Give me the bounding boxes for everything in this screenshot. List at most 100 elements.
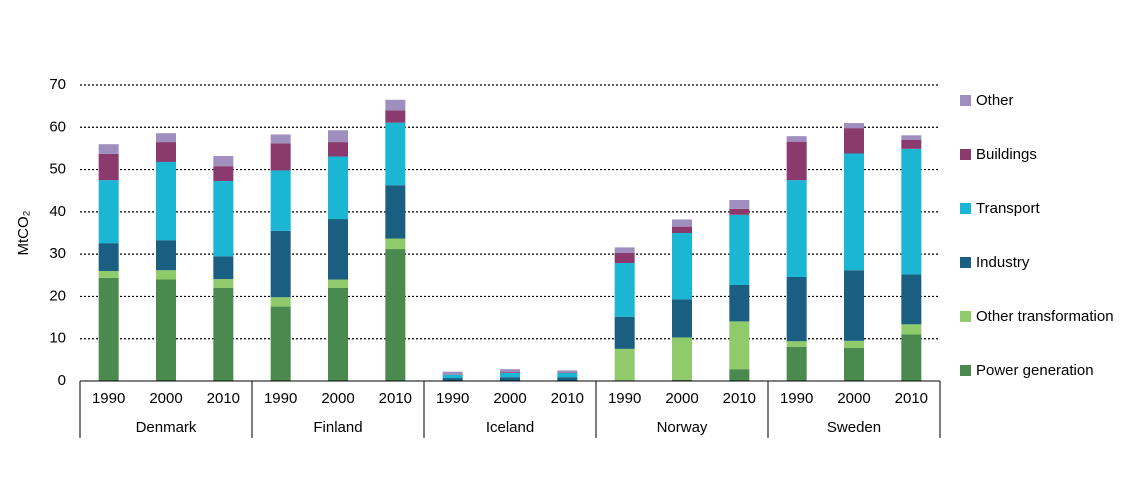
x-tick-label: 1990 xyxy=(92,390,125,407)
group-label: Norway xyxy=(657,419,708,436)
bar-segment xyxy=(901,135,922,140)
bar-segment xyxy=(98,144,119,154)
bar-segment xyxy=(844,270,864,341)
bar-segment xyxy=(213,256,234,280)
x-tick-label: 2000 xyxy=(149,390,182,407)
x-tick-label: 2010 xyxy=(379,390,412,407)
x-tick-label: 2000 xyxy=(837,390,870,407)
legend-label: Industry xyxy=(976,254,1030,271)
y-tick-label: 70 xyxy=(49,76,66,93)
bar-segment xyxy=(385,185,406,239)
bar-segment xyxy=(270,134,291,144)
bar-segment xyxy=(270,297,291,307)
bar-segment xyxy=(729,285,750,322)
bar-segment xyxy=(270,306,291,381)
bar-segment xyxy=(729,321,750,370)
bar-segment xyxy=(270,230,291,298)
bar-segment xyxy=(786,180,807,277)
bar-segment xyxy=(328,219,348,280)
bar-segment xyxy=(729,214,750,286)
bar-segment xyxy=(844,348,864,381)
legend-swatch xyxy=(960,95,971,106)
bar-segment xyxy=(98,277,119,381)
bar-segment xyxy=(901,334,922,381)
bar-segment xyxy=(98,243,119,272)
bar-segment xyxy=(901,324,922,335)
legend-swatch xyxy=(960,203,971,214)
bar-segment xyxy=(672,226,692,233)
legend-label: Other xyxy=(976,92,1014,109)
bar-segment xyxy=(844,123,864,129)
bar-segment xyxy=(844,340,864,349)
bar-segment xyxy=(328,287,348,381)
x-tick-label: 2000 xyxy=(493,390,526,407)
group-label: Denmark xyxy=(136,419,197,436)
y-tick-label: 10 xyxy=(49,330,66,347)
x-tick-label: 1990 xyxy=(436,390,469,407)
bar-segment xyxy=(786,276,807,342)
bar-segment xyxy=(786,136,807,142)
bar-segment xyxy=(500,369,520,373)
bar-segment xyxy=(385,238,406,250)
bar-segment xyxy=(213,287,234,381)
bar-segment xyxy=(672,219,692,227)
bar-segment xyxy=(614,247,635,253)
bar-segment xyxy=(156,142,176,162)
bar-segment xyxy=(98,153,119,181)
legend-swatch xyxy=(960,311,971,322)
bar-segment xyxy=(729,200,750,209)
bar-segment xyxy=(614,252,635,264)
bar-segment xyxy=(500,372,520,373)
y-tick-label: 20 xyxy=(49,287,66,304)
group-label: Finland xyxy=(313,419,362,436)
bar-segment xyxy=(500,377,520,381)
bar-segment xyxy=(844,153,864,271)
legend-label: Buildings xyxy=(976,146,1037,163)
bar-segment xyxy=(614,348,635,381)
bar-segment xyxy=(557,372,578,378)
bar-segment xyxy=(98,180,119,244)
bar-segment xyxy=(672,233,692,300)
x-tick-label: 2010 xyxy=(551,390,584,407)
legend-swatch xyxy=(960,257,971,268)
bar-segment xyxy=(614,263,635,317)
bar-segment xyxy=(328,130,348,143)
y-tick-label: 30 xyxy=(49,245,66,262)
bar-segment xyxy=(156,270,176,280)
bar-segment xyxy=(156,133,176,143)
bar-segment xyxy=(729,369,750,381)
bar-segment xyxy=(156,240,176,271)
bar-segment xyxy=(98,271,119,278)
bar-segment xyxy=(786,341,807,347)
legend-label: Power generation xyxy=(976,362,1094,379)
y-axis-label: MtCO₂ xyxy=(15,210,32,255)
y-tick-label: 50 xyxy=(49,161,66,178)
bar-segment xyxy=(729,208,750,215)
legend-swatch xyxy=(960,365,971,376)
x-tick-label: 2000 xyxy=(321,390,354,407)
y-tick-label: 40 xyxy=(49,203,66,220)
bar-segment xyxy=(672,337,692,380)
bar-segment xyxy=(156,279,176,381)
group-label: Iceland xyxy=(486,419,534,436)
bar-segment xyxy=(442,371,463,375)
bar-segment xyxy=(901,274,922,325)
bar-segment xyxy=(672,299,692,338)
bar-segment xyxy=(901,139,922,149)
bar-segment xyxy=(328,156,348,220)
bar-segment xyxy=(328,279,348,288)
legend-swatch xyxy=(960,149,971,160)
bar-segment xyxy=(500,372,520,378)
bar-segment xyxy=(557,370,578,373)
bar-segment xyxy=(385,249,406,381)
group-label: Sweden xyxy=(827,419,881,436)
bar-segment xyxy=(213,279,234,288)
x-tick-label: 2010 xyxy=(207,390,240,407)
bar-segment xyxy=(442,374,463,379)
bar-segment xyxy=(270,143,291,171)
bar-segment xyxy=(213,156,234,167)
bar-segment xyxy=(328,142,348,157)
bar-segment xyxy=(786,141,807,181)
bar-segment xyxy=(901,148,922,275)
